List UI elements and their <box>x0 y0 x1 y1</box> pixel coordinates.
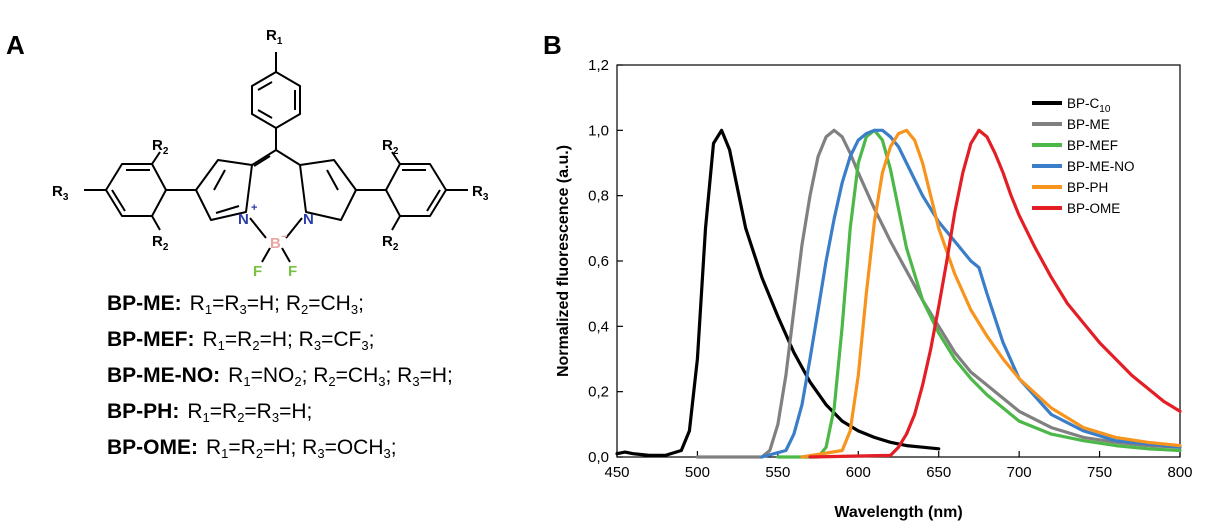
compound-name: BP-ME: <box>107 292 182 315</box>
x-tick-label: 550 <box>765 464 790 481</box>
nitrogen-right-label: N <box>303 211 314 228</box>
nitrogen-left-label: N <box>238 211 249 228</box>
x-tick-label: 750 <box>1087 464 1112 481</box>
y-tick-label: 1,0 <box>588 122 609 139</box>
r1-label: R1 <box>266 27 283 47</box>
panel-a-label: A <box>6 30 25 60</box>
series-line-bp-ome <box>808 128 1182 459</box>
right-pyrrole-ring <box>299 159 357 221</box>
compound-definitions: BP-ME: R1=R3=H; R2=CH3; BP-MEF: R1=R2=H; R… <box>107 286 453 466</box>
compound-name: BP-MEF: <box>107 328 195 351</box>
x-tick-label: 700 <box>1007 464 1032 481</box>
legend-entry: BP-C10 <box>1067 96 1111 115</box>
r2-bottom-left-label: R2 <box>152 233 169 253</box>
bodipy-structure-diagram: R1 R2 R2 R2 R2 R3 R3 N + N B − F F <box>52 27 489 280</box>
compound-line: BP-ME: R1=R3=H; R2=CH3; <box>107 292 364 317</box>
x-tick-label: 800 <box>1167 464 1192 481</box>
legend-entry: BP-ME <box>1067 117 1110 132</box>
x-tick-label: 500 <box>685 464 710 481</box>
r2-top-right-label: R2 <box>382 137 399 157</box>
fluorine-left-label: F <box>253 263 262 280</box>
r3-left-label: R3 <box>52 183 69 203</box>
x-tick-label: 600 <box>846 464 871 481</box>
r3-right-label: R3 <box>472 183 489 203</box>
compound-line: BP-OME: R1=R2=H; R3=OCH3; <box>107 436 397 461</box>
compound-name: BP-PH: <box>107 400 180 423</box>
series-line-bp-mef <box>776 128 1182 459</box>
legend-entry: BP-OME <box>1067 201 1120 216</box>
legend-entry: BP-ME-NO <box>1067 159 1135 174</box>
x-axis-label: Wavelength (nm) <box>834 504 962 521</box>
r2-top-left-label: R2 <box>152 137 169 157</box>
fluorine-right-label: F <box>288 263 297 280</box>
y-tick-label: 0,6 <box>588 253 609 270</box>
series-line-bp-me <box>695 128 1182 459</box>
compound-line: BP-ME-NO: R1=NO2; R2=CH3; R3=H; <box>107 364 453 389</box>
right-aryl-ring <box>385 163 447 217</box>
left-aryl-ring <box>105 163 167 217</box>
panel-b-label: B <box>543 30 562 60</box>
x-tick-label: 450 <box>604 464 629 481</box>
legend-entry: BP-PH <box>1067 180 1108 195</box>
y-tick-label: 0,4 <box>588 318 609 335</box>
y-tick-label: 0,2 <box>588 384 609 401</box>
series-line-bp-me-no <box>760 128 1182 459</box>
series-line-bp-c <box>615 128 941 457</box>
y-tick-label: 0,8 <box>588 188 609 205</box>
y-axis-label: Normalized fluorescence (a.u.) <box>555 145 572 377</box>
legend-entry: BP-MEF <box>1067 138 1118 153</box>
b-minus-charge: − <box>281 231 287 243</box>
n-plus-charge: + <box>251 202 257 214</box>
x-tick-label: 650 <box>926 464 951 481</box>
y-tick-label: 0,0 <box>588 449 609 466</box>
compound-name: BP-ME-NO: <box>107 364 221 387</box>
boron-label: B <box>270 235 281 252</box>
compound-name: BP-OME: <box>107 436 198 459</box>
compound-line: BP-PH: R1=R2=R3=H; <box>107 400 313 425</box>
compound-line: BP-MEF: R1=R2=H; R3=CF3; <box>107 328 375 353</box>
left-pyrrole-ring <box>195 159 253 221</box>
y-tick-label: 1,2 <box>588 57 609 74</box>
r2-bottom-right-label: R2 <box>382 233 399 253</box>
top-phenyl-ring <box>251 71 301 129</box>
fluorescence-chart: 450 500 550 600 650 700 750 800 0,0 0,2 0,4 0,6 0,8 1… <box>555 57 1193 521</box>
series-line-bp-ph <box>800 128 1182 459</box>
